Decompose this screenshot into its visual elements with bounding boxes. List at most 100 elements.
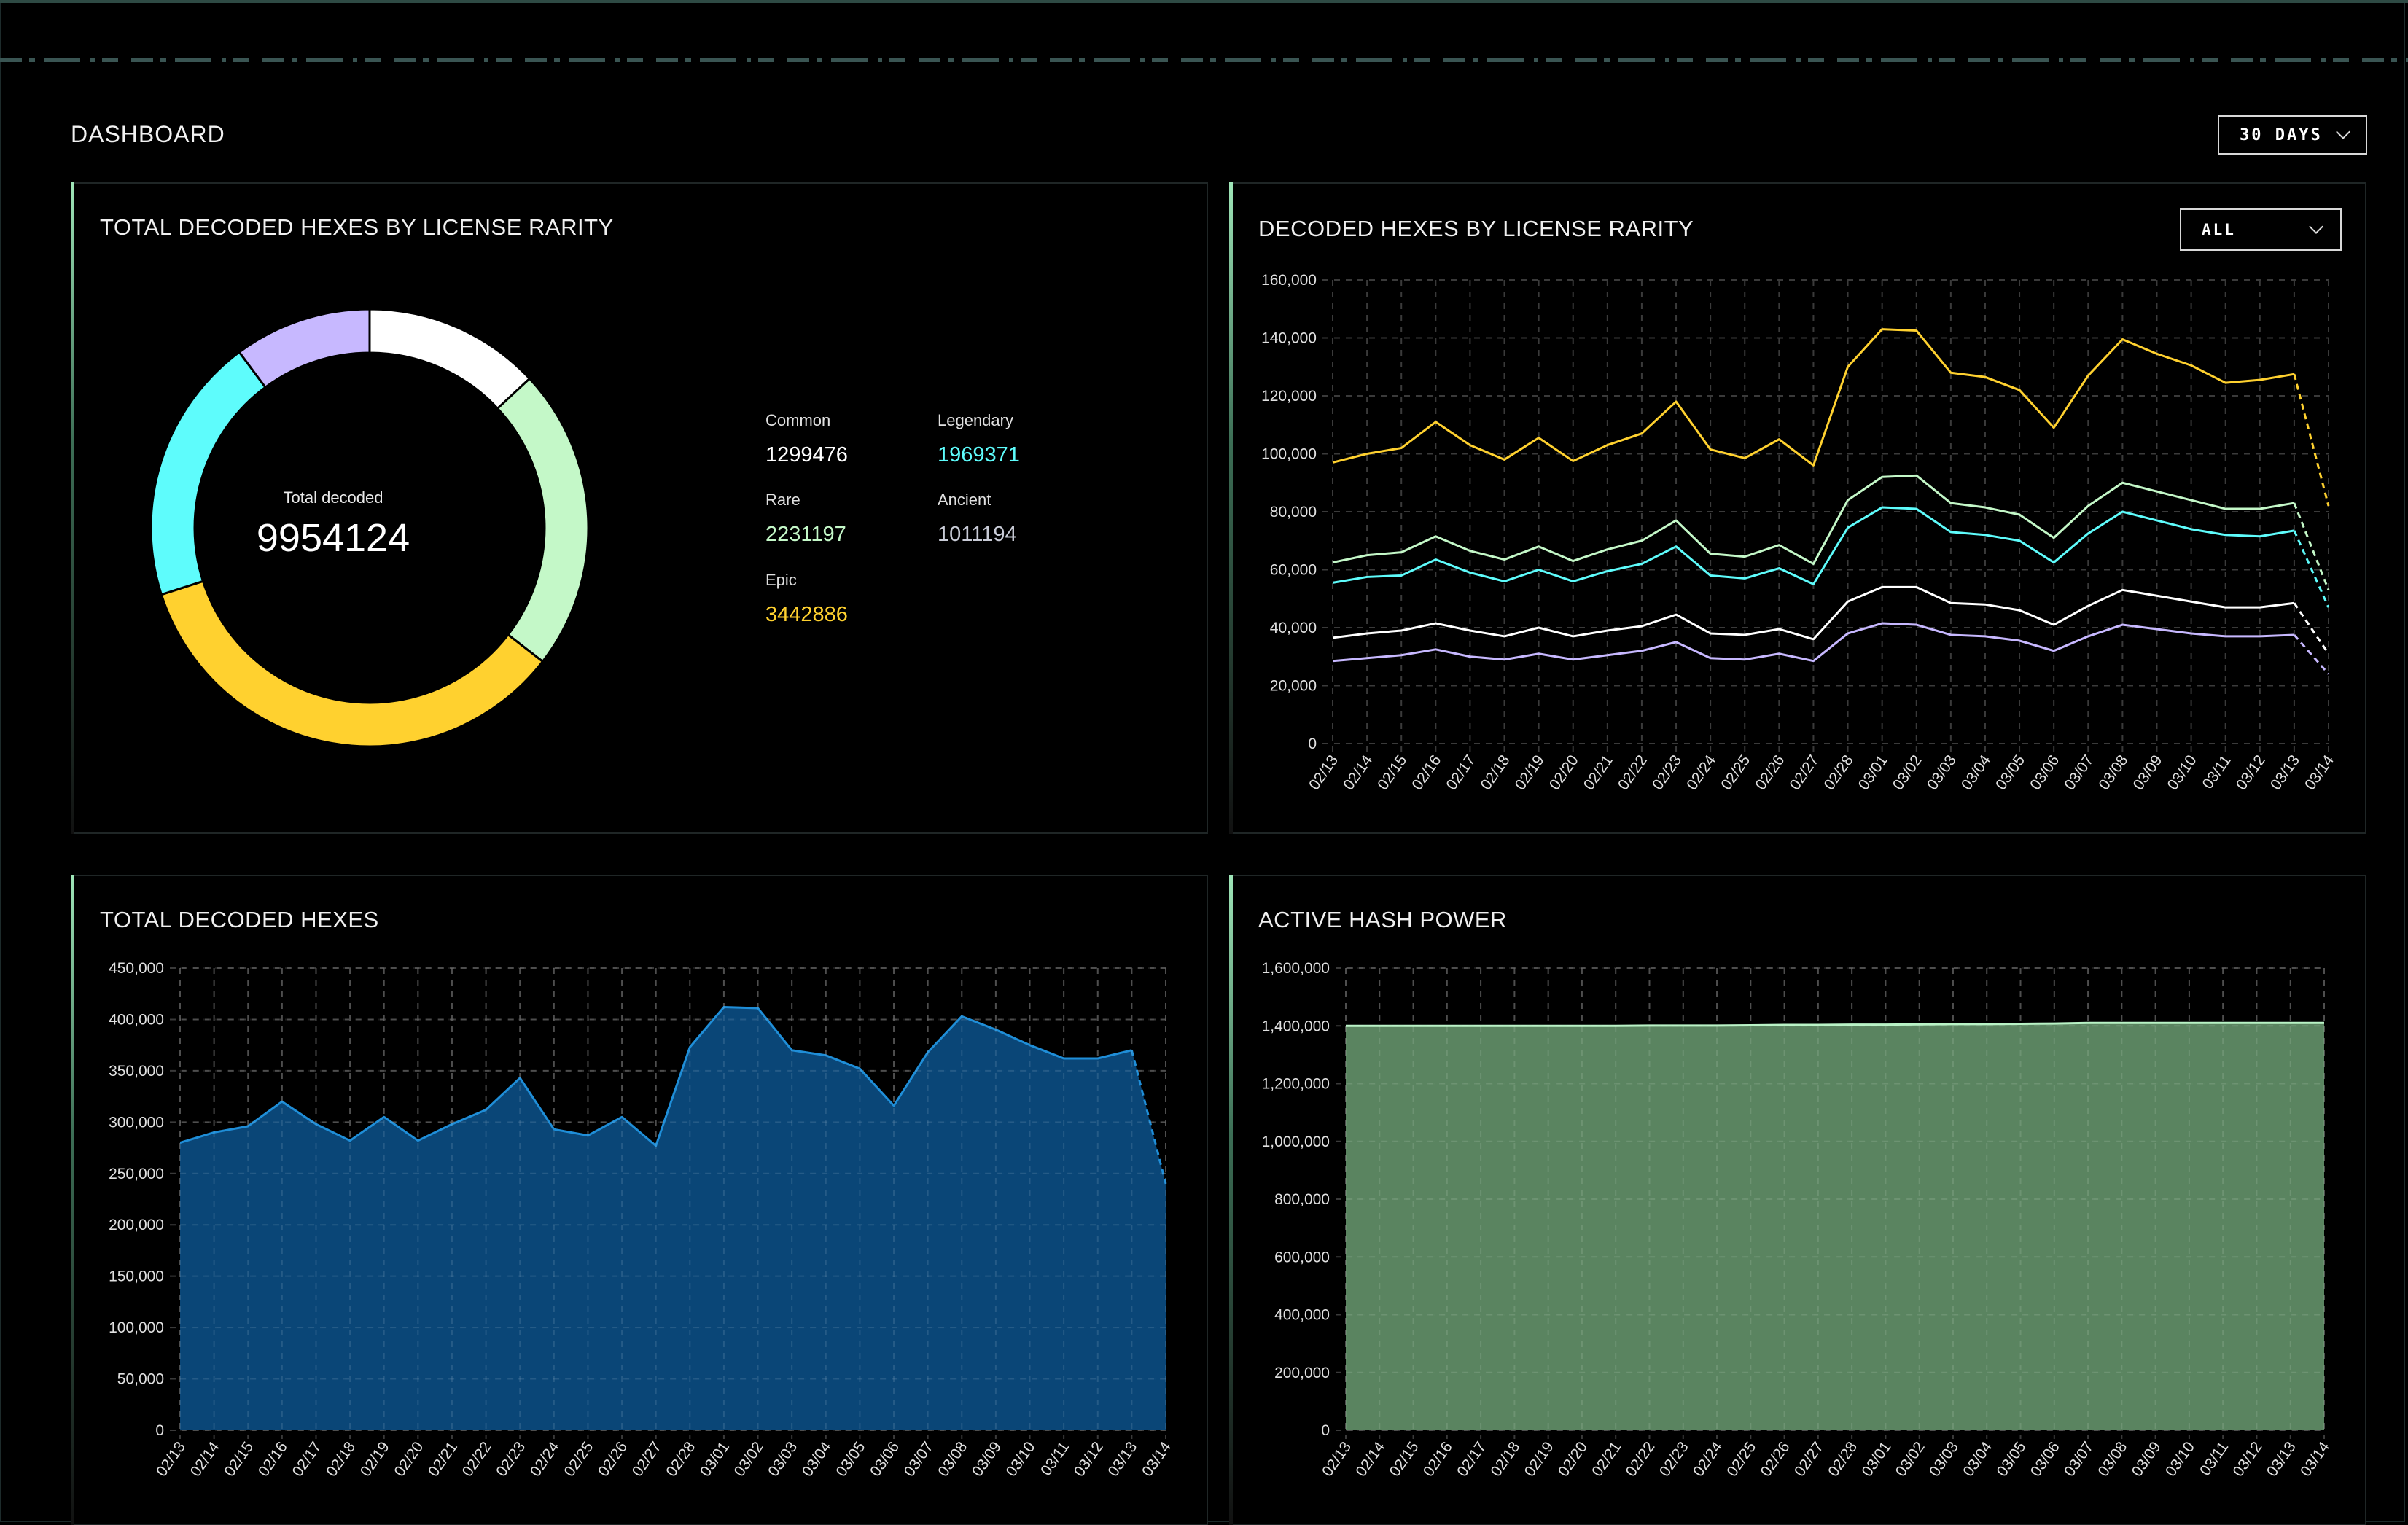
x-tick-label: 03/13 xyxy=(1104,1439,1140,1480)
x-tick-label: 03/04 xyxy=(1960,1438,1995,1480)
x-tick-label: 02/19 xyxy=(357,1439,393,1480)
legend-name: Common xyxy=(765,411,831,429)
series-line-projection-ancient xyxy=(2293,633,2330,675)
donut-slice-common xyxy=(368,309,531,410)
y-tick-label: 40,000 xyxy=(1270,620,1317,636)
x-tick-label: 02/20 xyxy=(1546,752,1582,793)
x-tick-label: 02/18 xyxy=(1478,752,1513,793)
legend-item-common: Common 1299476 xyxy=(765,411,848,467)
y-tick-label: 0 xyxy=(1321,1422,1330,1439)
x-tick-label: 02/17 xyxy=(289,1439,325,1480)
x-tick-label: 02/14 xyxy=(187,1438,223,1480)
series-line-rare xyxy=(1332,474,2295,566)
x-tick-label: 02/16 xyxy=(255,1439,291,1480)
legend-value: 1299476 xyxy=(765,443,848,467)
x-tick-label: 03/04 xyxy=(1958,752,1994,793)
x-tick-label: 02/23 xyxy=(493,1439,529,1480)
x-tick-label: 03/07 xyxy=(901,1439,937,1480)
x-tick-label: 03/12 xyxy=(2230,1439,2266,1480)
date-range-select[interactable]: 30 DAYS xyxy=(2218,115,2367,155)
donut-center-value: 9954124 xyxy=(256,516,410,560)
legend-value: 3442886 xyxy=(765,603,848,626)
x-tick-label: 02/16 xyxy=(1420,1439,1456,1480)
x-tick-label: 02/22 xyxy=(459,1439,495,1480)
x-tick-label: 02/27 xyxy=(1787,752,1823,793)
donut-slice-rare xyxy=(496,377,588,663)
y-tick-label: 300,000 xyxy=(109,1114,164,1131)
x-tick-label: 02/18 xyxy=(323,1439,359,1480)
x-tick-label: 02/26 xyxy=(595,1439,631,1480)
x-tick-label: 02/14 xyxy=(1340,752,1376,793)
x-tick-label: 02/21 xyxy=(1589,1439,1624,1480)
x-tick-label: 03/01 xyxy=(1855,752,1891,793)
x-tick-label: 03/02 xyxy=(1893,1439,1928,1480)
x-tick-label: 02/21 xyxy=(1581,752,1616,793)
y-tick-label: 160,000 xyxy=(1261,272,1317,289)
x-tick-label: 02/24 xyxy=(527,1438,563,1480)
x-tick-label: 03/09 xyxy=(969,1439,1005,1480)
x-tick-label: 02/13 xyxy=(1319,1439,1355,1480)
x-tick-label: 03/03 xyxy=(765,1439,800,1480)
y-tick-label: 60,000 xyxy=(1270,562,1317,579)
y-tick-label: 1,200,000 xyxy=(1262,1076,1330,1093)
x-tick-label: 02/20 xyxy=(1555,1439,1591,1480)
y-tick-label: 0 xyxy=(1308,736,1317,752)
x-tick-label: 03/12 xyxy=(1071,1439,1107,1480)
y-tick-label: 1,600,000 xyxy=(1262,960,1330,977)
x-tick-label: 02/25 xyxy=(1723,1439,1759,1480)
x-tick-label: 02/28 xyxy=(1825,1439,1860,1480)
x-tick-label: 02/16 xyxy=(1408,752,1444,793)
x-tick-label: 03/05 xyxy=(1994,1439,2030,1480)
x-tick-label: 03/11 xyxy=(1037,1439,1072,1479)
y-tick-label: 450,000 xyxy=(109,960,164,977)
legend-value: 1969371 xyxy=(938,443,1020,467)
area-line-projection xyxy=(1130,1050,1167,1185)
panel-title: TOTAL DECODED HEXES xyxy=(100,907,379,932)
x-tick-label: 02/26 xyxy=(1752,752,1788,793)
x-tick-label: 03/10 xyxy=(2165,752,2200,793)
series-line-projection-rare xyxy=(2293,502,2330,590)
rarity-filter-select[interactable]: ALL xyxy=(2180,208,2342,251)
x-tick-label: 03/05 xyxy=(833,1439,869,1480)
x-tick-label: 03/06 xyxy=(867,1439,903,1480)
y-tick-label: 150,000 xyxy=(109,1268,164,1285)
x-tick-label: 02/27 xyxy=(629,1439,665,1480)
legend-value: 1011194 xyxy=(938,523,1017,546)
x-tick-label: 03/02 xyxy=(1890,752,1925,793)
legend-name: Epic xyxy=(765,571,797,589)
series-line-epic xyxy=(1332,328,2295,467)
x-tick-label: 03/14 xyxy=(2302,752,2337,793)
x-tick-label: 02/24 xyxy=(1683,752,1719,793)
rarity-daily-panel: DECODED HEXES BY LICENSE RARITY ALL 0 20,… xyxy=(1229,182,2366,834)
total-decoded-area-chart: 0 50,000 100,000 150,000 200,000 250,000 300,0… xyxy=(109,960,1174,1480)
x-tick-label: 02/25 xyxy=(561,1439,597,1480)
x-tick-label: 03/07 xyxy=(2061,1439,2097,1480)
x-tick-label: 02/22 xyxy=(1615,752,1651,793)
x-tick-label: 02/28 xyxy=(663,1439,698,1480)
y-tick-label: 120,000 xyxy=(1261,388,1317,405)
area-line xyxy=(1346,1021,2324,1027)
legend-name: Rare xyxy=(765,491,800,509)
hash-power-panel: ACTIVE HASH POWER 0 200,000 400,000 600,000… xyxy=(1229,875,2366,1525)
x-tick-label: 03/01 xyxy=(1859,1439,1895,1480)
legend-item-rare: Rare 2231197 xyxy=(765,491,846,547)
legend-name: Ancient xyxy=(938,491,991,509)
y-tick-label: 1,400,000 xyxy=(1262,1018,1330,1034)
x-tick-label: 03/04 xyxy=(799,1438,835,1480)
x-tick-label: 02/17 xyxy=(1443,752,1479,793)
page-title: DASHBOARD xyxy=(71,121,225,147)
panel-title: DECODED HEXES BY LICENSE RARITY xyxy=(1258,216,1694,241)
date-range-value: 30 DAYS xyxy=(2240,125,2323,144)
x-tick-label: 03/01 xyxy=(697,1439,733,1480)
chevron-down-icon xyxy=(2336,125,2350,139)
x-tick-label: 03/14 xyxy=(2297,1438,2333,1480)
x-tick-label: 03/06 xyxy=(2027,752,2062,793)
x-tick-label: 03/05 xyxy=(1992,752,2028,793)
x-tick-label: 03/10 xyxy=(1003,1439,1039,1480)
donut-center-label: Total decoded xyxy=(283,488,383,507)
y-tick-label: 100,000 xyxy=(1261,446,1317,463)
x-tick-label: 03/03 xyxy=(1924,752,1960,793)
series-line-common xyxy=(1332,585,2295,641)
x-tick-label: 03/07 xyxy=(2061,752,2097,793)
x-tick-label: 02/27 xyxy=(1791,1439,1827,1480)
